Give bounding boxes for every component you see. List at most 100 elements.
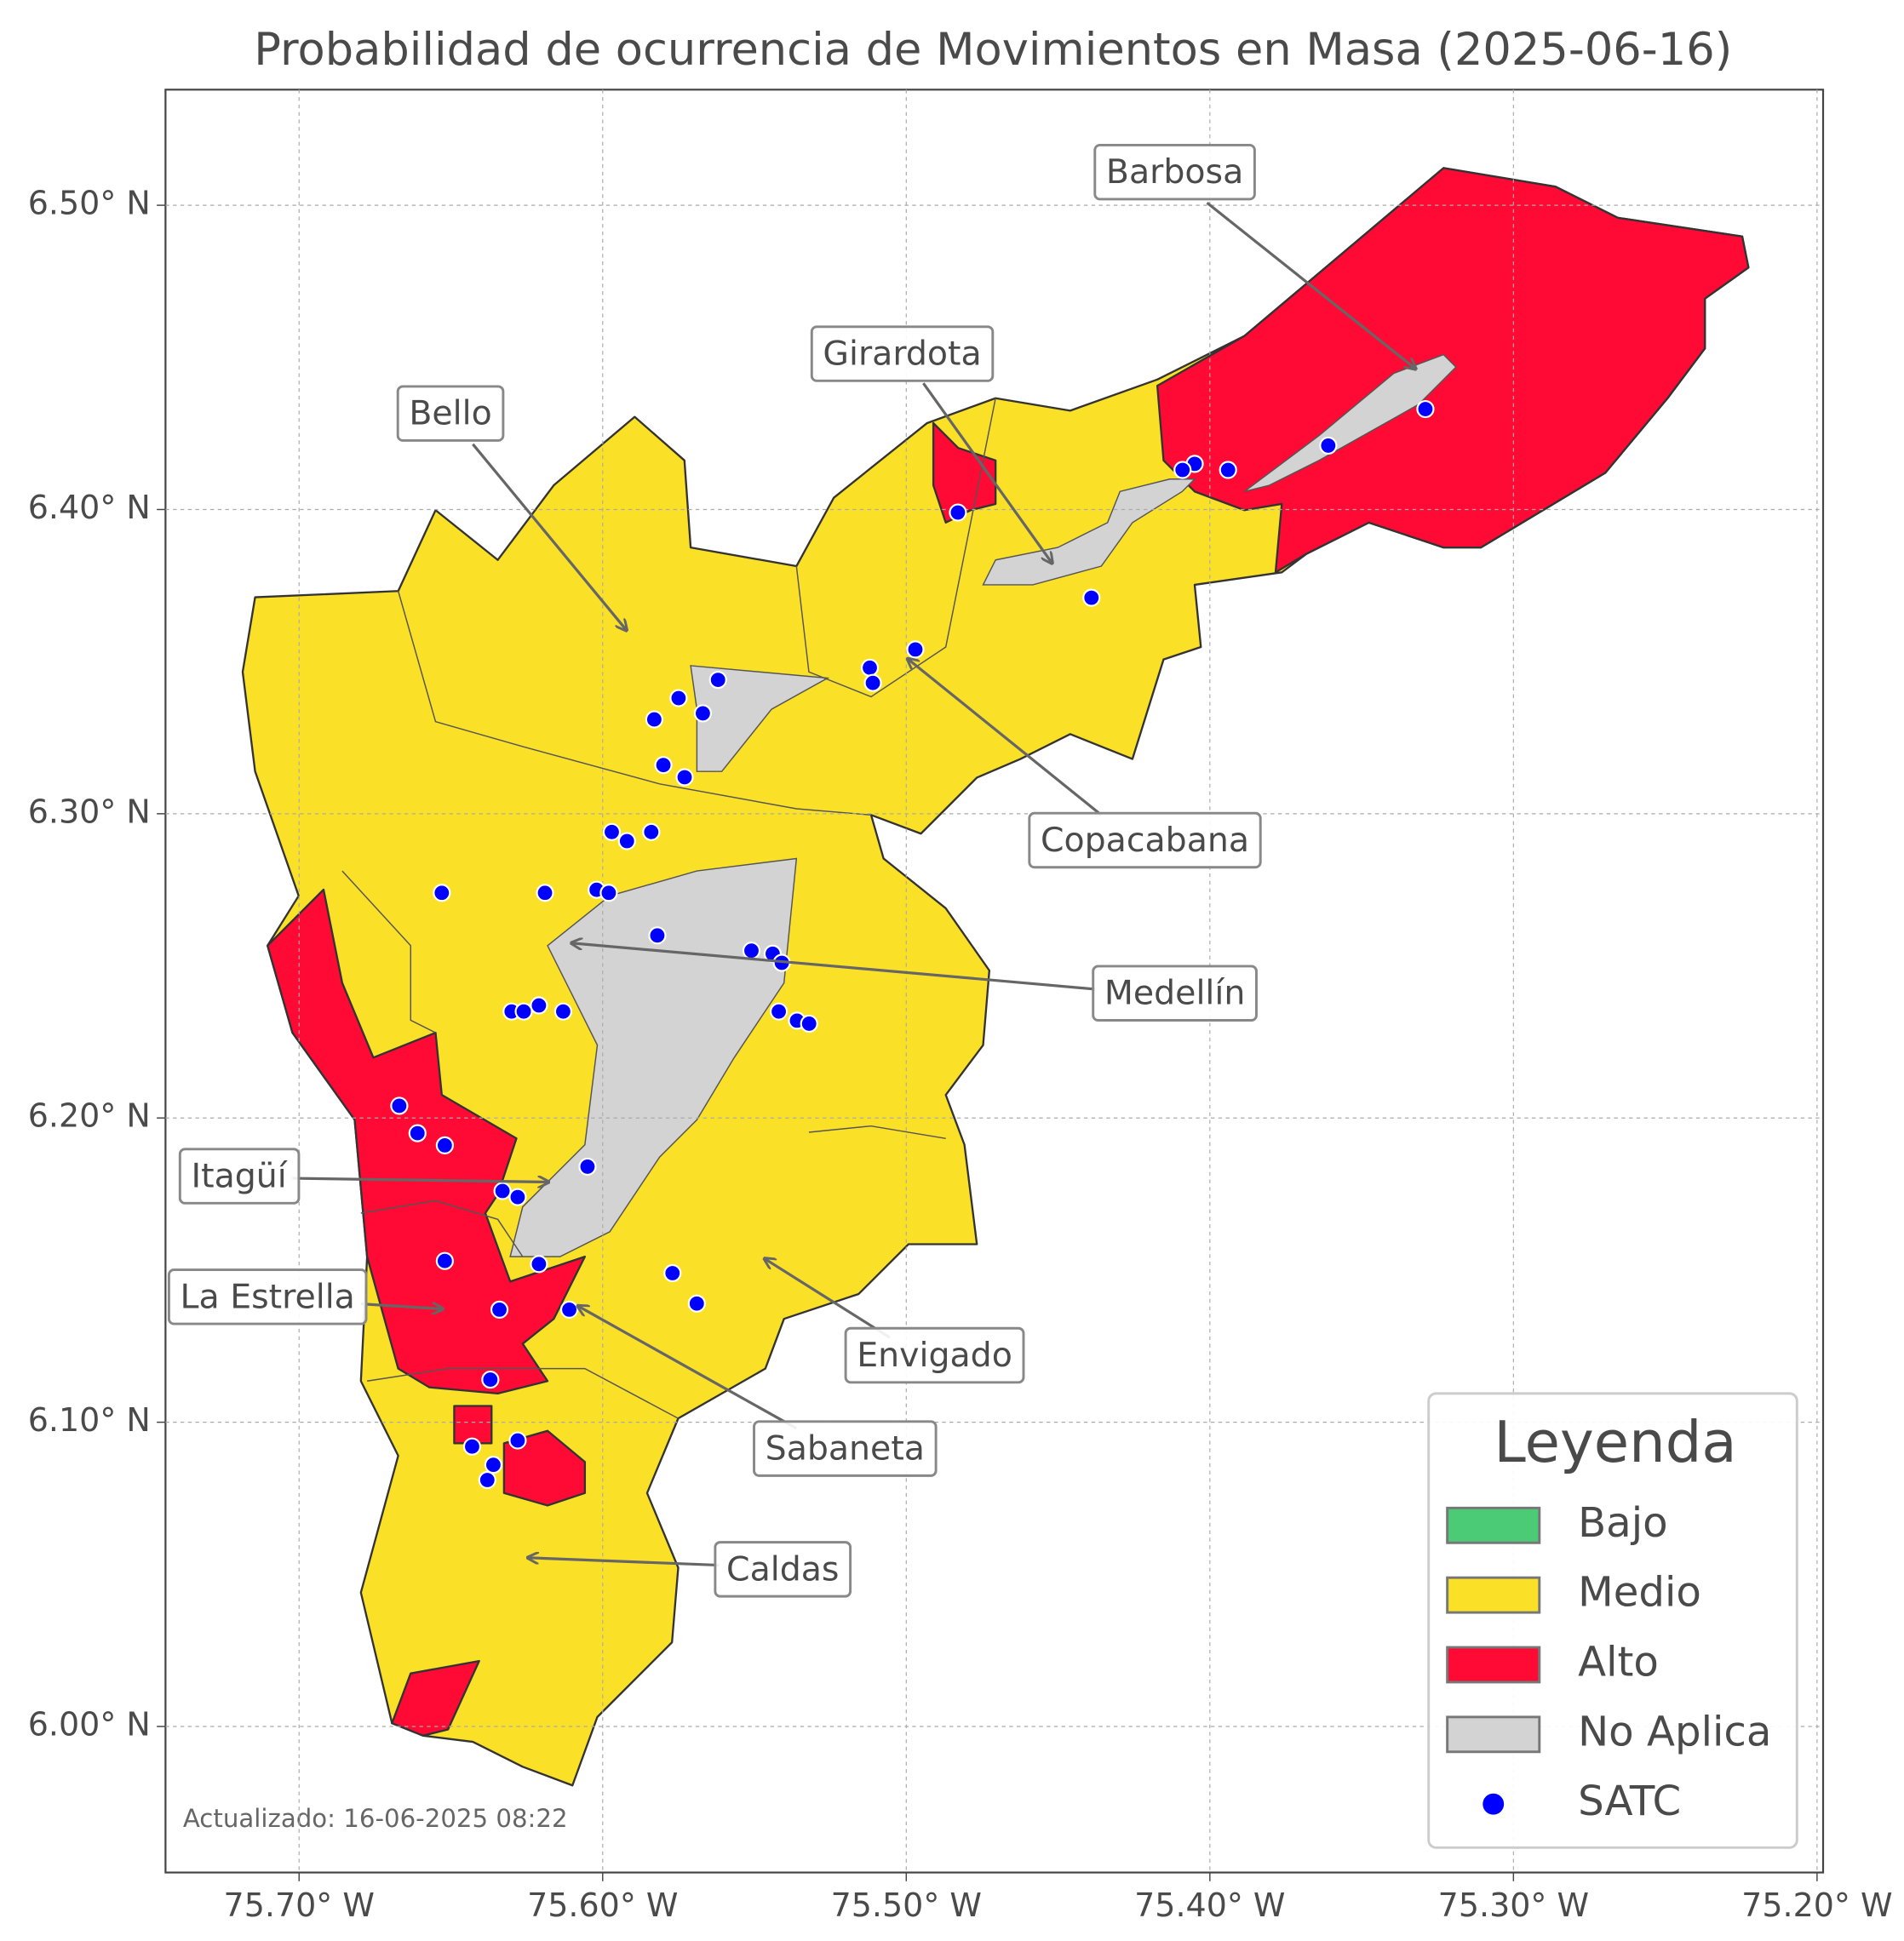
plot-frame [164, 89, 1825, 1874]
station-point [617, 832, 636, 850]
station-point [742, 942, 761, 960]
station-point [769, 1002, 789, 1021]
station-point [1416, 399, 1435, 419]
legend-label: No Aplica [1578, 1708, 1771, 1755]
boundary [808, 1125, 946, 1140]
boundary [795, 398, 996, 698]
annotation-box [178, 1148, 301, 1205]
station-point [490, 1300, 509, 1319]
station-point [708, 671, 727, 690]
station-point [645, 710, 663, 729]
station-point [508, 1188, 527, 1206]
annotation-arrow [909, 660, 1103, 816]
station-point [599, 884, 618, 902]
y-tick-label: 6.40° N [28, 489, 151, 526]
y-tick-label: 6.00° N [28, 1706, 151, 1743]
annotation-box [1093, 143, 1256, 201]
annotation-label: Copacabana [1041, 821, 1249, 860]
station-point [493, 1182, 512, 1200]
annotation-arrow [766, 1259, 891, 1339]
x-tick-label: 75.70° W [224, 1887, 375, 1924]
annotation-arrow [360, 1304, 442, 1309]
y-tick-label: 6.50° N [28, 185, 151, 222]
annotation-arrow [529, 1558, 720, 1567]
annotation-arrow [922, 382, 1052, 562]
region-alto [502, 1429, 587, 1507]
station-point [860, 658, 880, 677]
boundary [367, 1367, 679, 1419]
annotation-label: Medellín [1104, 974, 1245, 1013]
station-point [478, 1470, 496, 1490]
station-point [390, 1096, 409, 1115]
boundary [397, 591, 872, 816]
annotation-arrow [1206, 202, 1415, 368]
legend-marker [1481, 1792, 1505, 1817]
annotation-box [1092, 965, 1258, 1022]
station-point [687, 1294, 706, 1313]
station-point [675, 768, 694, 787]
y-tick-label: 6.10° N [28, 1401, 151, 1439]
x-tick-label: 75.20° W [1741, 1887, 1892, 1924]
station-point [530, 996, 548, 1015]
legend-swatch [1446, 1646, 1541, 1684]
legend-label: SATC [1578, 1778, 1681, 1825]
station-point [484, 1456, 503, 1474]
legend-swatch [1446, 1715, 1541, 1754]
station-point [906, 640, 925, 659]
annotation-label: Envigado [857, 1336, 1012, 1375]
station-point [949, 503, 967, 522]
annotation-arrow [572, 943, 1096, 991]
legend-label: Medio [1578, 1569, 1701, 1617]
region-no-aplica [509, 857, 798, 1257]
legend-label: Bajo [1578, 1499, 1668, 1547]
station-point [578, 1157, 597, 1177]
region-alto [453, 1405, 493, 1445]
region-no-aplica [1243, 353, 1457, 493]
station-point [863, 673, 882, 692]
station-point [663, 1263, 682, 1283]
boundary [360, 1200, 524, 1257]
annotation-arrow [292, 1178, 548, 1182]
station-point [1082, 588, 1101, 607]
annotation-label: Barbosa [1106, 152, 1243, 192]
station-point [435, 1251, 454, 1270]
x-tick-label: 75.60° W [527, 1887, 678, 1924]
y-tick-label: 6.20° N [28, 1097, 151, 1135]
station-point [693, 704, 713, 723]
y-tick-label: 6.30° N [28, 793, 151, 830]
region-no-aplica [982, 478, 1196, 586]
region-alto [391, 1659, 480, 1737]
station-point [553, 1002, 573, 1021]
legend-label: Alto [1578, 1638, 1659, 1686]
x-tick-label: 75.30° W [1438, 1887, 1589, 1924]
station-point [654, 756, 673, 775]
footnote: Actualizado: 16-06-2025 08:22 [183, 1804, 568, 1833]
region-alto [932, 421, 997, 524]
annotation-box [714, 1541, 852, 1598]
annotation-box [167, 1268, 368, 1325]
station-point [514, 1002, 533, 1021]
station-point [669, 689, 688, 707]
station-point [602, 822, 622, 841]
station-point [508, 1431, 527, 1450]
annotation-arrow [472, 443, 626, 630]
annotation-label: Itagüí [191, 1157, 287, 1196]
annotation-box [396, 385, 505, 442]
station-point [559, 1300, 579, 1319]
station-point [530, 1255, 548, 1274]
x-tick-label: 75.40° W [1134, 1887, 1285, 1924]
annotation-box [1028, 811, 1262, 869]
boundary [341, 870, 436, 1033]
region-alto [267, 888, 587, 1395]
station-point [433, 884, 451, 902]
annotation-label: Bello [409, 394, 491, 433]
station-point [536, 884, 554, 902]
annotation-label: Girardota [823, 335, 981, 374]
annotation-label: La Estrella [181, 1277, 355, 1316]
chart-title: Probabilidad de ocurrencia de Movimiento… [254, 24, 1732, 76]
legend-title: Leyenda [1494, 1409, 1736, 1475]
station-point [408, 1124, 427, 1142]
annotation-label: Caldas [726, 1549, 839, 1589]
x-tick-label: 75.50° W [831, 1887, 982, 1924]
